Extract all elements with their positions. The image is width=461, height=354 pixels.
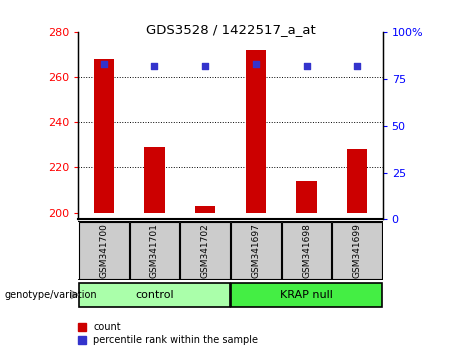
Point [201, 63, 209, 68]
Bar [347, 149, 367, 213]
Point [252, 61, 260, 67]
Text: GSM341697: GSM341697 [251, 223, 260, 278]
Polygon shape [71, 290, 79, 299]
Bar [144, 147, 165, 213]
Legend: count, percentile rank within the sample: count, percentile rank within the sample [74, 319, 262, 349]
Text: GSM341698: GSM341698 [302, 223, 311, 278]
Text: control: control [135, 290, 174, 300]
Point [100, 61, 107, 67]
Bar [332, 222, 382, 279]
Point [354, 63, 361, 68]
Bar [246, 50, 266, 213]
Text: KRAP null: KRAP null [280, 290, 333, 300]
Point [303, 63, 310, 68]
Bar [282, 222, 331, 279]
Bar [231, 283, 382, 307]
Text: GSM341700: GSM341700 [99, 223, 108, 278]
Text: GSM341702: GSM341702 [201, 223, 210, 278]
Text: genotype/variation: genotype/variation [5, 290, 97, 300]
Bar [195, 206, 215, 213]
Point [151, 63, 158, 68]
Bar [231, 222, 281, 279]
Bar [180, 222, 230, 279]
Text: GDS3528 / 1422517_a_at: GDS3528 / 1422517_a_at [146, 23, 315, 36]
Bar [130, 222, 179, 279]
Bar [79, 222, 129, 279]
Bar [296, 181, 317, 213]
Text: GSM341701: GSM341701 [150, 223, 159, 278]
Bar [79, 283, 230, 307]
Bar [94, 59, 114, 213]
Text: GSM341699: GSM341699 [353, 223, 362, 278]
